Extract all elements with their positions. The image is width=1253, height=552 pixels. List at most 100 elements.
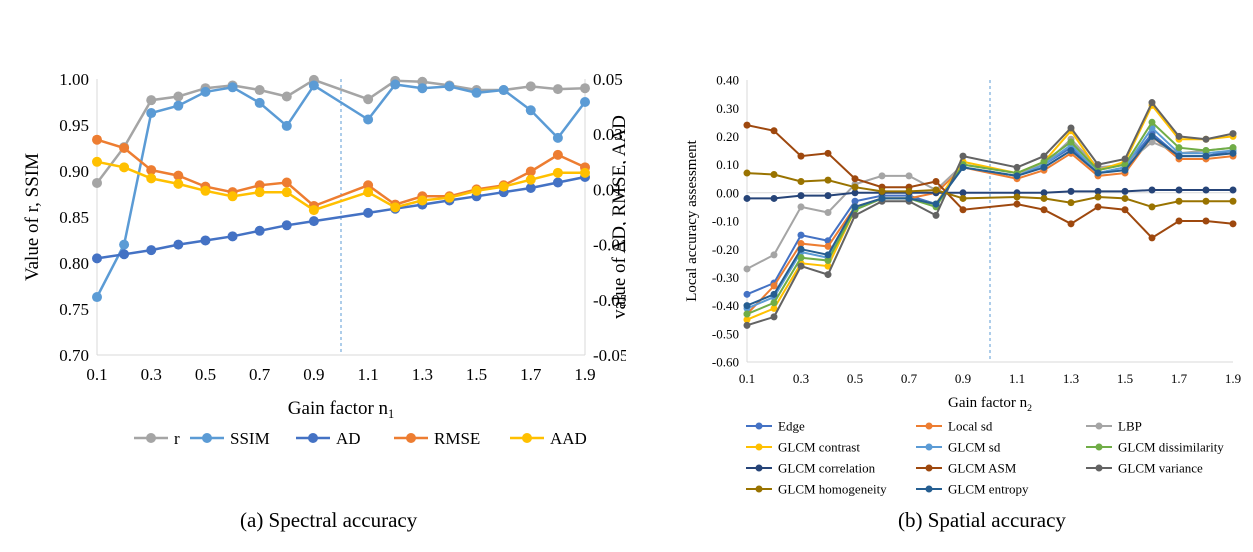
data-point	[525, 166, 536, 177]
legend-item-rmse: RMSE	[394, 429, 480, 448]
legend-swatch-marker	[1095, 443, 1103, 451]
series-line	[746, 135, 1234, 307]
data-point	[119, 239, 130, 250]
data-point	[851, 211, 859, 219]
y-tick-label: -0.20	[712, 242, 739, 257]
data-point	[797, 178, 805, 186]
data-point	[1175, 144, 1183, 152]
x-tick-label: 0.7	[249, 365, 271, 384]
data-point	[281, 177, 292, 188]
data-point	[417, 195, 428, 206]
data-point	[932, 211, 940, 219]
series-line	[96, 138, 586, 208]
data-point	[525, 183, 536, 194]
data-point	[1067, 199, 1075, 207]
data-point	[146, 173, 157, 184]
data-point	[932, 200, 940, 208]
data-point	[905, 172, 913, 180]
data-point	[1067, 187, 1075, 195]
data-point	[1202, 217, 1210, 225]
data-point	[498, 85, 509, 96]
spectral-accuracy-chart: 0.70 0.75 0.80 0.85 0.90 0.95 1.00 -0.05 -0.03 -0…	[22, 70, 626, 448]
data-point	[173, 178, 184, 189]
data-point	[1013, 200, 1021, 208]
y-tick-label: 0.00	[716, 185, 739, 200]
data-point	[770, 313, 778, 321]
x-tick-label: 1.9	[1225, 371, 1241, 386]
data-point	[308, 80, 319, 91]
data-point	[851, 189, 859, 197]
data-point	[770, 194, 778, 202]
y-tick-label: -0.60	[712, 355, 739, 370]
data-point	[119, 143, 130, 153]
data-point	[254, 97, 265, 108]
y-right-tick-label: 0.05	[593, 70, 623, 89]
data-point	[1094, 193, 1102, 201]
data-point	[1148, 186, 1156, 194]
data-point	[525, 174, 536, 185]
data-point	[580, 83, 590, 94]
legend-label: GLCM dissimilarity	[1118, 440, 1224, 455]
data-point	[851, 197, 859, 205]
x-axis-title: Gain factor n1	[288, 398, 394, 421]
data-point	[770, 170, 778, 178]
data-point	[444, 192, 455, 203]
x-tick-label: 0.5	[195, 365, 216, 384]
data-point	[363, 187, 374, 198]
data-point	[92, 253, 102, 264]
data-point	[227, 231, 238, 242]
data-point	[363, 94, 374, 105]
data-point	[878, 172, 886, 180]
data-point	[1040, 163, 1048, 171]
data-point	[743, 321, 751, 329]
legend-swatch-marker	[925, 422, 933, 430]
data-point	[1202, 152, 1210, 160]
data-point	[254, 180, 265, 191]
data-point	[1121, 161, 1129, 169]
data-point	[770, 290, 778, 298]
data-point	[1148, 138, 1156, 146]
series-glcm-entropy	[743, 132, 1237, 310]
y-tick-label: 0.90	[59, 162, 89, 181]
data-point	[254, 225, 265, 236]
data-point	[119, 162, 130, 173]
legend-label: GLCM correlation	[778, 461, 876, 476]
legend-swatch-marker	[1095, 422, 1103, 430]
y-right-tick-label: -0.01	[593, 236, 626, 255]
data-point	[363, 180, 374, 191]
data-point	[1013, 193, 1021, 201]
legend-swatch-marker	[202, 433, 212, 443]
data-point	[797, 245, 805, 253]
legend-item-edge: Edge	[746, 419, 805, 434]
data-point	[146, 108, 157, 119]
data-point	[1175, 217, 1183, 225]
legend-swatch-marker	[1095, 464, 1103, 472]
legend: Edge Local sd LBP GLCM contrast GLCM sd GLCM …	[746, 419, 1224, 497]
y-tick-label: 0.30	[716, 101, 739, 116]
data-point	[932, 178, 940, 186]
legend-item-glcm-dissimilarity: GLCM dissimilarity	[1086, 440, 1224, 455]
x-tick-label: 0.3	[793, 371, 809, 386]
y-tick-label: -0.50	[712, 326, 739, 341]
legend-item-glcm-entropy: GLCM entropy	[916, 482, 1029, 497]
data-point	[281, 220, 292, 231]
data-point	[743, 316, 751, 324]
data-point	[743, 265, 751, 273]
data-point	[363, 114, 374, 125]
legend-swatch-marker	[755, 485, 763, 493]
legend-swatch-marker	[925, 464, 933, 472]
legend-item-glcm-correlation: GLCM correlation	[746, 461, 876, 476]
data-point	[1094, 169, 1102, 177]
series-line	[746, 103, 1234, 321]
legend-label: Local sd	[948, 419, 993, 434]
data-point	[824, 209, 832, 217]
data-point	[1175, 132, 1183, 140]
data-point	[1148, 118, 1156, 126]
caption-spatial-accuracy: (b) Spatial accuracy	[898, 508, 1066, 532]
data-point	[1094, 187, 1102, 195]
x-tick-label: 1.7	[520, 365, 542, 384]
data-point	[1121, 194, 1129, 202]
data-point	[1121, 155, 1129, 163]
data-point	[797, 203, 805, 211]
data-point	[281, 91, 292, 102]
